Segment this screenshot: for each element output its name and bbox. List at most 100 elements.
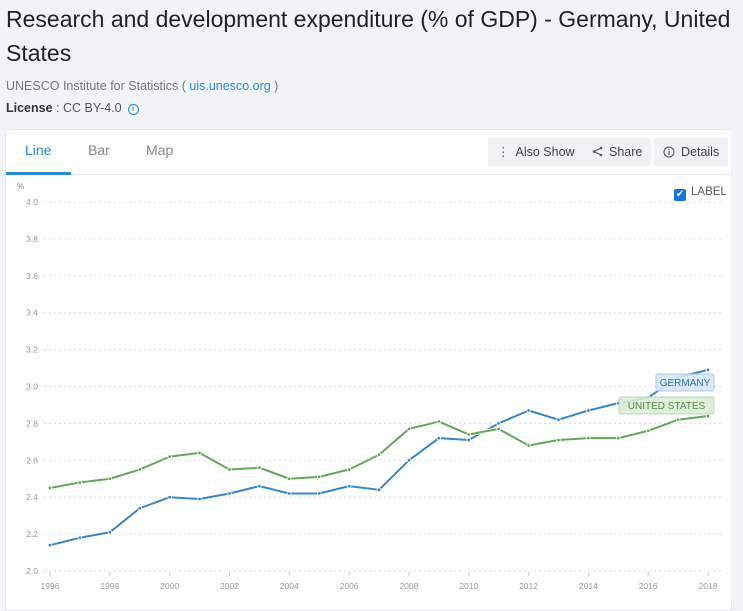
x-tick-label: 2018 (699, 581, 718, 591)
y-tick-label: 2.0 (26, 566, 38, 576)
tab-line[interactable]: Line (25, 142, 52, 158)
share-label: Share (609, 145, 643, 159)
data-point[interactable] (496, 426, 501, 432)
license-value: : CC BY-4.0 (52, 101, 122, 115)
data-point[interactable] (645, 428, 651, 433)
data-point[interactable] (77, 535, 83, 540)
chart-card: Line Bar Map ⋮ Also Show Share Details ✔ L… (5, 129, 732, 611)
share-button[interactable]: Share (583, 138, 652, 166)
data-point[interactable] (197, 450, 202, 456)
series-label-text: UNITED STATES (628, 401, 706, 412)
y-tick-label: 4.0 (26, 197, 38, 207)
x-tick-label: 2000 (160, 581, 179, 591)
more-vertical-icon: ⋮ (497, 145, 510, 159)
tab-map[interactable]: Map (146, 142, 174, 158)
x-tick-label: 2002 (220, 581, 239, 591)
data-point[interactable] (376, 487, 382, 493)
label-toggle-text: LABEL (691, 186, 727, 198)
data-point[interactable] (705, 367, 711, 373)
data-point[interactable] (287, 476, 292, 481)
series-label-box (655, 373, 715, 392)
data-point[interactable] (436, 419, 442, 424)
x-tick-label: 2012 (519, 581, 538, 591)
data-point[interactable] (496, 421, 501, 426)
data-point[interactable] (526, 443, 531, 448)
y-tick-label: 3.2 (26, 345, 38, 355)
source-suffix: ) (270, 79, 279, 93)
data-point[interactable] (556, 417, 561, 422)
data-point[interactable] (137, 506, 142, 511)
label-toggle[interactable]: ✔ LABEL (674, 186, 727, 201)
license-label: License (6, 101, 53, 115)
info-icon[interactable]: i (127, 104, 139, 115)
x-tick-label: 2016 (639, 581, 658, 591)
series-line-germany[interactable] (49, 368, 709, 547)
data-point[interactable] (406, 458, 412, 463)
y-tick-label: 2.2 (26, 529, 38, 539)
data-point[interactable] (197, 496, 202, 502)
also-show-label: Also Show (515, 145, 575, 159)
tab-bar[interactable]: Bar (88, 142, 110, 158)
data-point[interactable] (705, 413, 711, 419)
y-tick-label: 2.4 (26, 492, 38, 502)
page-title: Research and development expenditure (% … (6, 6, 731, 66)
data-point[interactable] (257, 465, 262, 470)
details-label: Details (681, 145, 720, 159)
y-tick-label: 3.8 (26, 234, 38, 244)
data-point[interactable] (346, 467, 352, 472)
x-tick-label: 2014 (579, 581, 598, 591)
share-icon (592, 138, 603, 166)
series-halo (49, 367, 709, 548)
data-point[interactable] (376, 452, 382, 457)
data-point[interactable] (287, 491, 292, 496)
data-point[interactable] (137, 467, 142, 472)
data-point[interactable] (47, 542, 53, 548)
series-line-united-states[interactable] (49, 415, 709, 489)
checkbox-checked-icon[interactable]: ✔ (674, 189, 686, 201)
data-point[interactable] (167, 495, 172, 500)
scrollbar-track[interactable] (731, 129, 743, 600)
data-point[interactable] (586, 435, 591, 441)
data-point[interactable] (167, 454, 172, 459)
active-tab-indicator (6, 172, 71, 175)
series-label-united-states: UNITED STATES (618, 396, 715, 415)
also-show-button[interactable]: ⋮ Also Show (488, 138, 584, 166)
y-axis-unit: % (17, 182, 24, 191)
data-point[interactable] (227, 491, 232, 496)
details-button[interactable]: Details (654, 138, 729, 166)
data-point[interactable] (316, 491, 322, 496)
x-tick-label: 1998 (100, 581, 119, 591)
data-point[interactable] (586, 408, 591, 413)
source-link[interactable]: uis.unesco.org (189, 79, 271, 93)
x-tick-label: 1996 (41, 581, 60, 591)
data-point[interactable] (406, 426, 412, 432)
data-point[interactable] (436, 435, 442, 441)
data-point[interactable] (316, 474, 322, 480)
data-point[interactable] (77, 480, 83, 485)
data-point[interactable] (466, 437, 471, 443)
data-point[interactable] (466, 432, 471, 437)
x-tick-label: 2004 (280, 581, 299, 591)
data-point[interactable] (675, 417, 681, 422)
source-text: UNESCO Institute for Statistics ( (6, 79, 190, 93)
data-point[interactable] (107, 476, 113, 481)
data-point[interactable] (227, 467, 232, 472)
data-point[interactable] (526, 408, 531, 413)
data-point[interactable] (257, 483, 262, 489)
x-tick-label: 2006 (340, 581, 359, 591)
data-point[interactable] (346, 483, 352, 489)
data-point[interactable] (107, 530, 113, 535)
data-point[interactable] (47, 485, 53, 491)
series-halo (49, 414, 709, 490)
x-tick-label: 2010 (459, 581, 478, 591)
data-point[interactable] (556, 437, 561, 443)
y-tick-label: 3.0 (26, 382, 38, 392)
y-tick-label: 3.6 (26, 271, 38, 281)
license-line: License : CC BY-4.0 i (6, 101, 139, 115)
y-tick-label: 2.8 (26, 418, 38, 428)
y-tick-label: 3.4 (26, 308, 38, 318)
series-label-germany: GERMANY (655, 373, 715, 392)
series-label-text: GERMANY (660, 378, 711, 389)
data-point[interactable] (616, 435, 621, 441)
